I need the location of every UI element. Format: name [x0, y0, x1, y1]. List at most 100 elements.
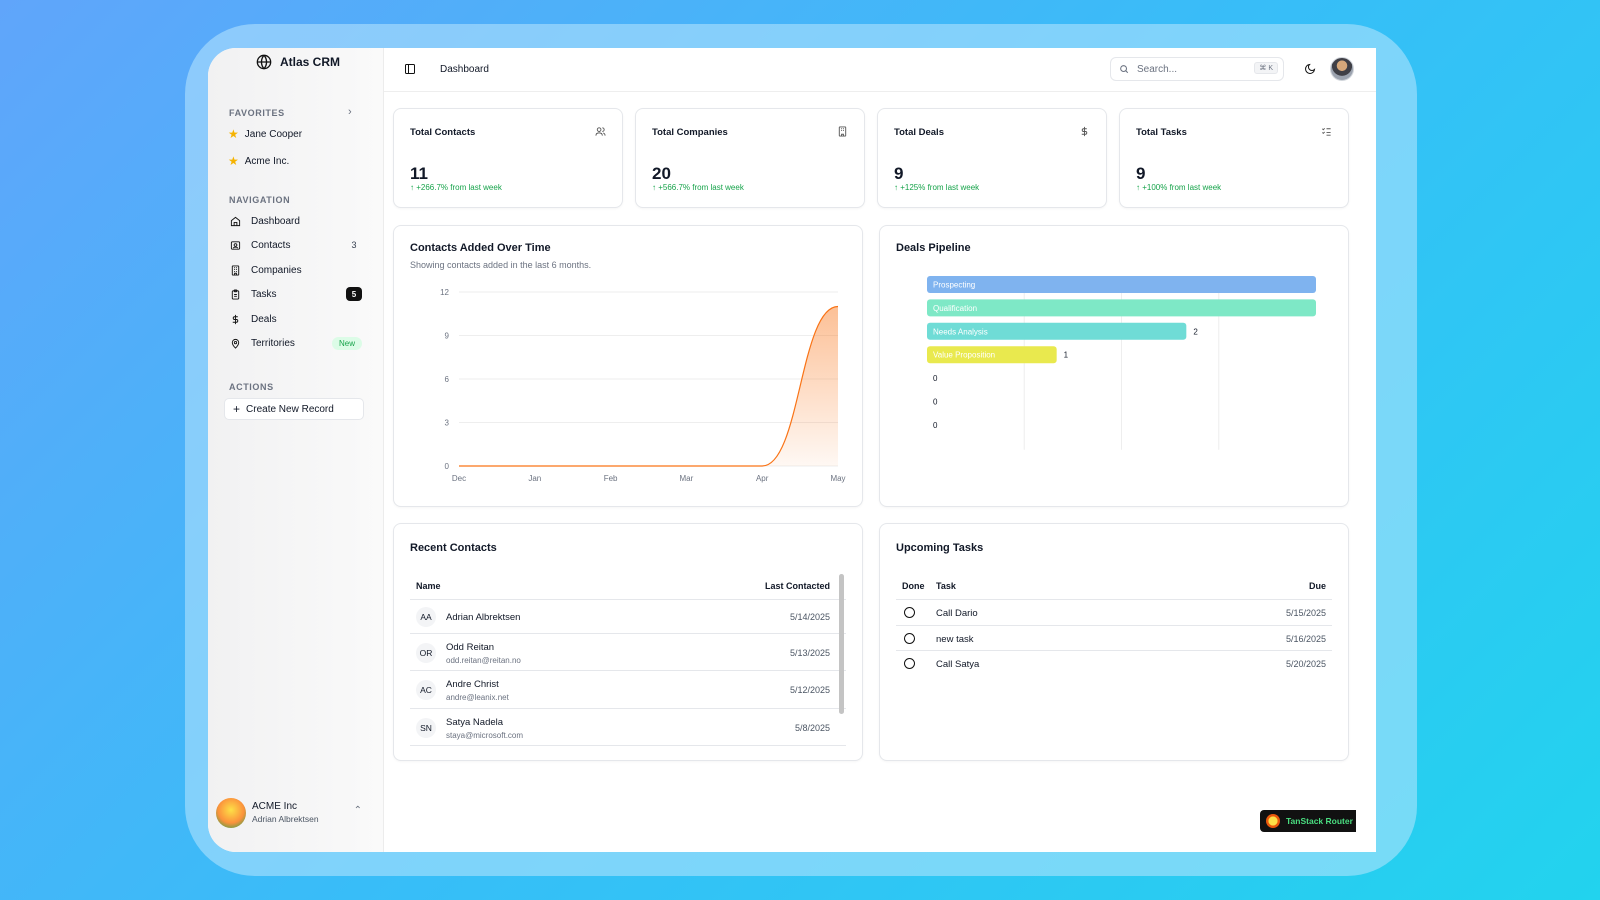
star-icon: ★	[228, 154, 239, 168]
contact-email: odd.reitan@reitan.no	[446, 656, 521, 665]
task-done-checkbox[interactable]	[904, 607, 915, 618]
stat-delta: ↑ +266.7% from last week	[410, 183, 502, 192]
bar-value-label: 0	[933, 398, 938, 407]
search-input[interactable]: Search... ⌘ K	[1110, 57, 1284, 81]
bar-category-label: Needs Analysis	[933, 327, 988, 336]
sidebar-item-label: Contacts	[251, 239, 291, 251]
stat-value: 9	[1136, 164, 1146, 183]
sidebar-item-label: Territories	[251, 337, 295, 349]
sidebar: Atlas CRM FAVORITES › ★ Jane Cooper ★ Ac…	[208, 48, 384, 852]
brand[interactable]: Atlas CRM	[256, 54, 340, 70]
recent-contacts-title: Recent Contacts	[410, 542, 497, 554]
y-tick-label: 9	[445, 332, 450, 341]
scrollbar[interactable]	[839, 574, 844, 714]
task-name: Call Satya	[936, 659, 980, 670]
contacts-chart-card: Contacts Added Over Time Showing contact…	[393, 225, 863, 507]
sidebar-toggle-icon[interactable]	[404, 63, 416, 75]
sidebar-item-label: Dashboard	[251, 215, 300, 227]
tanstack-logo-icon	[1266, 814, 1280, 828]
stat-delta: ↑ +100% from last week	[1136, 183, 1222, 192]
col-due-header[interactable]: Due	[1308, 581, 1326, 591]
scrollbar-thumb[interactable]	[839, 574, 844, 714]
star-icon: ★	[228, 127, 239, 141]
y-tick-label: 12	[440, 288, 449, 297]
contact-email: andre@leanix.net	[446, 693, 509, 702]
sidebar-item-label: Tasks	[251, 288, 277, 300]
favorites-label: FAVORITES	[229, 108, 285, 118]
new-badge: New	[331, 336, 362, 350]
map-pin-icon	[228, 336, 242, 350]
col-task-header[interactable]: Task	[936, 581, 956, 591]
contact-name: Adrian Albrektsen	[446, 612, 521, 623]
bar-value-label: 0	[933, 374, 938, 383]
moon-icon[interactable]	[1304, 63, 1316, 75]
chevron-right-icon[interactable]: ›	[348, 106, 352, 118]
pipeline-bar	[927, 346, 1057, 364]
pipeline-bar	[927, 299, 1316, 317]
org-name: ACME Inc	[252, 801, 298, 812]
home-icon	[228, 214, 242, 228]
task-done-checkbox[interactable]	[904, 633, 915, 644]
stat-title: Total Contacts	[410, 127, 476, 138]
list-checks-icon	[1322, 127, 1331, 136]
tasks-count-badge: 5	[346, 287, 362, 301]
favorite-label: Jane Cooper	[244, 128, 303, 140]
stat-card-contacts: Total Contacts 11 ↑ +266.7% from last we…	[393, 108, 623, 208]
contact-initials: AA	[416, 607, 436, 627]
sidebar-item-tasks[interactable]: Tasks 5	[224, 283, 364, 305]
users-icon	[595, 127, 606, 136]
devtools-label: TanStack Router	[1286, 816, 1353, 826]
user-avatar[interactable]	[1330, 57, 1354, 81]
globe-icon	[256, 54, 272, 70]
table-row[interactable]: AC Andre Christ andre@leanix.net 5/12/20…	[410, 670, 846, 708]
contact-date: 5/13/2025	[789, 648, 830, 658]
task-done-checkbox[interactable]	[904, 658, 915, 669]
stat-delta: ↑ +125% from last week	[894, 183, 980, 192]
sidebar-item-contacts[interactable]: Contacts 3	[224, 234, 364, 256]
x-tick-label: Jan	[528, 474, 541, 483]
sidebar-item-dashboard[interactable]: Dashboard	[224, 210, 364, 232]
brand-name: Atlas CRM	[280, 55, 341, 69]
contacts-count-badge: 3	[351, 240, 357, 250]
sidebar-item-label: Deals	[251, 313, 277, 325]
contact-card-icon	[228, 238, 242, 252]
task-due: 5/16/2025	[1285, 634, 1326, 644]
search-placeholder: Search...	[1137, 63, 1178, 75]
x-tick-label: Mar	[680, 474, 694, 483]
chart-title: Deals Pipeline	[896, 242, 971, 254]
pipeline-bar	[927, 276, 1316, 293]
y-tick-label: 3	[445, 419, 450, 428]
sidebar-item-deals[interactable]: Deals	[224, 308, 364, 330]
contact-name: Satya Nadela	[446, 717, 504, 728]
contacts-area-chart: 0 3 6 9 12 Dec Jan Feb Mar Apr May	[440, 288, 845, 483]
sidebar-item-companies[interactable]: Companies	[224, 259, 364, 281]
favorite-acme-inc[interactable]: ★ Acme Inc.	[224, 150, 364, 172]
stat-card-deals: Total Deals 9 ↑ +125% from last week	[877, 108, 1107, 208]
bar-value-label: 0	[933, 421, 938, 430]
contact-date: 5/14/2025	[789, 612, 830, 622]
col-done-header[interactable]: Done	[902, 581, 925, 591]
table-row[interactable]: OR Odd Reitan odd.reitan@reitan.no 5/13/…	[410, 633, 846, 670]
sidebar-item-territories[interactable]: Territories New	[224, 332, 364, 354]
deals-pipeline-chart: Prospecting Qualification Needs Analysis 2 V…	[927, 276, 1316, 450]
app-window: Atlas CRM FAVORITES › ★ Jane Cooper ★ Ac…	[208, 48, 1376, 852]
dollar-icon	[1081, 126, 1088, 137]
stat-card-companies: Total Companies 20 ↑ +566.7% from last w…	[635, 108, 865, 208]
contact-name: Odd Reitan	[446, 642, 495, 653]
chart-title: Contacts Added Over Time	[410, 242, 551, 254]
user-name: Adrian Albrektsen	[252, 814, 319, 824]
favorite-jane-cooper[interactable]: ★ Jane Cooper	[224, 123, 364, 145]
create-new-record-button[interactable]: + Create New Record	[224, 398, 364, 420]
task-name: new task	[936, 634, 974, 645]
col-name-header[interactable]: Name	[416, 581, 441, 591]
series-area	[459, 306, 838, 466]
tanstack-router-devtools-button[interactable]: TanStack Router	[1260, 810, 1356, 832]
table-row[interactable]: SN Satya Nadela staya@microsoft.com 5/8/…	[410, 708, 846, 746]
org-switcher[interactable]: ACME Inc Adrian Albrektsen ⌃	[216, 796, 376, 830]
create-new-record-label: Create New Record	[246, 403, 334, 415]
bar-category-label: Prospecting	[933, 281, 975, 290]
table-row[interactable]: AA Adrian Albrektsen 5/14/2025	[410, 599, 846, 633]
search-shortcut: ⌘ K	[1254, 62, 1278, 74]
upcoming-tasks-title: Upcoming Tasks	[896, 542, 984, 554]
col-last-contacted-header[interactable]: Last Contacted	[764, 581, 830, 591]
